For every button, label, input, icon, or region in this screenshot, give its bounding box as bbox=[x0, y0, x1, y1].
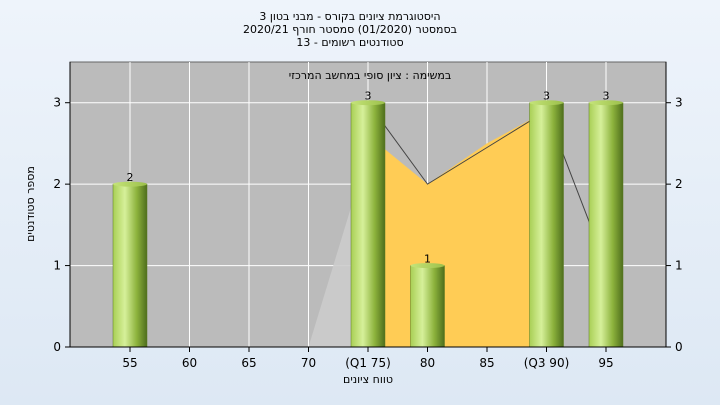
chart-annotation: במשימה : ציון סופי במחשב המרכזי bbox=[289, 69, 452, 82]
x-tick-label: (Q3 90) bbox=[524, 356, 570, 370]
x-tick-label: (Q1 75) bbox=[345, 356, 391, 370]
bar-data-label: 3 bbox=[603, 90, 610, 103]
y-axis-title: מספר סטודנטים bbox=[24, 166, 37, 242]
chart-title-line-2: בסמסטר (01/2020) סמסטר חורף 2020/21 bbox=[243, 23, 457, 36]
histogram-bar-top bbox=[529, 100, 564, 106]
x-tick-label: 60 bbox=[182, 356, 197, 370]
y-tick-label-left: 3 bbox=[53, 96, 61, 110]
x-tick-label: 65 bbox=[241, 356, 256, 370]
x-tick-label: 95 bbox=[598, 356, 613, 370]
histogram-bar-top bbox=[589, 100, 623, 106]
x-tick-label: 85 bbox=[479, 356, 494, 370]
y-tick-label-right: 3 bbox=[675, 96, 683, 110]
y-tick-label-left: 0 bbox=[53, 340, 61, 354]
histogram-bar-top bbox=[113, 181, 147, 187]
histogram-bar bbox=[588, 102, 624, 348]
bar-data-label: 2 bbox=[127, 171, 134, 184]
y-tick-label-left: 2 bbox=[53, 177, 61, 191]
histogram-bar bbox=[410, 265, 445, 348]
y-tick-label-right: 0 bbox=[675, 340, 683, 354]
bar-data-label: 3 bbox=[365, 90, 372, 103]
x-tick-label: 70 bbox=[301, 356, 316, 370]
histogram-bar-top bbox=[351, 100, 385, 106]
chart-title-line-3: סטודנטים רשומים - 13 bbox=[296, 36, 403, 49]
y-tick-label-right: 2 bbox=[675, 177, 683, 191]
bar-data-label: 3 bbox=[543, 90, 550, 103]
histogram-bar bbox=[529, 102, 564, 348]
x-axis-title: טווח ציונים bbox=[343, 373, 393, 386]
histogram-bar bbox=[350, 102, 386, 348]
bar-data-label: 1 bbox=[424, 253, 431, 266]
axis-layer: 0 0 1 1 2 2 3 3 55 60 65 70 (Q1 75) 80 85 (Q3 90) 95 bbox=[53, 62, 683, 370]
bar-layer: 2 3 1 3 3 bbox=[112, 90, 624, 348]
histogram-bar bbox=[112, 183, 148, 348]
y-tick-label-right: 1 bbox=[675, 259, 683, 273]
distribution-curve bbox=[367, 102, 607, 266]
chart-title-line-1: היסטוגרמת ציונים בקורס - מבני בטון 3 bbox=[259, 10, 440, 23]
histogram-bar-top bbox=[410, 263, 445, 269]
x-tick-label: 55 bbox=[122, 356, 137, 370]
x-tick-label: 80 bbox=[420, 356, 435, 370]
y-tick-label-left: 1 bbox=[53, 259, 61, 273]
